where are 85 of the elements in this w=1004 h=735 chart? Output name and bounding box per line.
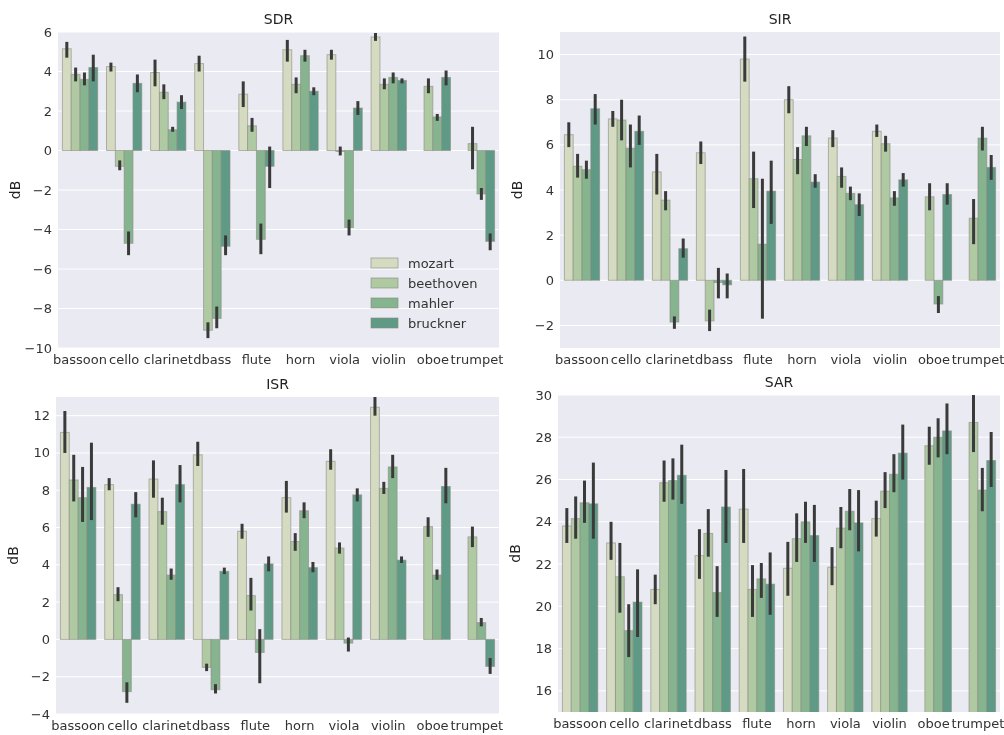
y-axis-title: dB [509,180,525,200]
y-tick-label: 10 [33,445,50,461]
y-tick-label: 6 [43,24,52,40]
y-tick-label: −8 [32,301,52,317]
y-tick-label: 10 [537,47,554,63]
y-tick-label: 16 [535,683,552,699]
y-tick-label: 2 [41,594,50,610]
y-tick-label: −4 [32,222,52,238]
x-tick-label: horn [284,718,315,733]
y-tick-label: 0 [43,143,52,159]
x-tick-label: horn [786,716,816,731]
x-tick-label: dbass [192,718,231,733]
legend-label: mahler [408,295,455,311]
y-tick-label: −6 [32,261,52,277]
x-tick-label: viola [830,352,862,367]
x-tick-label: dbass [693,716,732,731]
x-tick-label: violin [872,352,908,367]
y-tick-label: −4 [30,706,50,722]
y-tick-label: −10 [24,340,52,356]
x-tick-label: bassoon [553,716,608,731]
x-tick-label: trumpet [450,718,504,733]
x-tick-label: flute [742,716,772,731]
x-tick-label: cello [108,352,140,367]
x-tick-label: bassoon [51,718,106,733]
y-tick-label: 12 [33,408,50,424]
x-tick-label: cello [610,352,642,367]
x-tick-label: dbass [193,352,232,367]
x-tick-label: flute [241,352,272,367]
x-tick-label: trumpet [951,352,1004,367]
x-tick-label: dbass [694,352,734,367]
x-tick-label: viola [829,716,861,731]
legend-label: bruckner [408,315,467,331]
y-tick-label: 26 [535,472,552,488]
x-tick-label: bassoon [555,352,609,367]
x-tick-label: viola [329,352,361,367]
chart-title: SDR [263,11,294,27]
x-tick-label: violin [872,716,907,731]
y-tick-label: 0 [41,631,50,647]
x-tick-label: clarinet [142,718,192,733]
x-tick-label: flute [743,352,773,367]
y-tick-label: 18 [535,641,552,657]
y-axis-title: dB [5,546,21,565]
y-tick-label: 4 [41,557,50,573]
y-tick-label: 20 [535,598,552,614]
y-tick-label: 4 [545,182,554,198]
x-tick-label: violin [371,352,407,367]
x-tick-label: violin [370,718,406,733]
y-tick-label: −2 [30,669,50,685]
y-tick-label: 2 [545,227,554,243]
x-tick-label: clarinet [643,716,694,731]
y-tick-label: 6 [41,520,50,536]
y-tick-label: 22 [535,556,552,572]
x-tick-label: cello [107,718,138,733]
x-tick-label: clarinet [143,352,193,367]
chart-title: ISR [266,376,290,392]
x-tick-label: bassoon [53,352,108,367]
y-tick-label: 2 [43,103,52,119]
y-axis-title: dB [7,180,23,200]
y-tick-label: 8 [41,482,50,498]
y-tick-label: −2 [32,182,52,198]
y-tick-label: 8 [545,92,554,108]
chart-title: SAR [764,374,794,390]
y-tick-label: 30 [535,387,552,403]
legend-label: mozart [408,255,454,271]
x-tick-label: oboe [416,352,449,367]
x-tick-label: clarinet [645,352,695,367]
legend-label: beethoven [408,275,478,291]
x-tick-label: horn [285,352,316,367]
y-tick-label: 24 [535,514,552,530]
y-tick-label: 0 [545,272,554,288]
y-tick-label: 28 [535,429,552,445]
x-tick-label: trumpet [951,716,1004,731]
y-tick-label: −2 [534,317,554,333]
x-tick-label: flute [240,718,271,733]
x-tick-label: horn [787,352,817,367]
chart-title: SIR [768,11,792,27]
y-tick-label: 6 [545,137,554,153]
x-tick-label: oboe [416,718,449,733]
x-tick-label: oboe [917,352,951,367]
x-tick-label: trumpet [450,352,504,367]
y-axis-title: dB [507,544,523,563]
x-tick-label: cello [609,716,640,731]
x-tick-label: viola [328,718,360,733]
y-tick-label: 4 [43,64,52,80]
x-tick-label: oboe [917,716,950,731]
